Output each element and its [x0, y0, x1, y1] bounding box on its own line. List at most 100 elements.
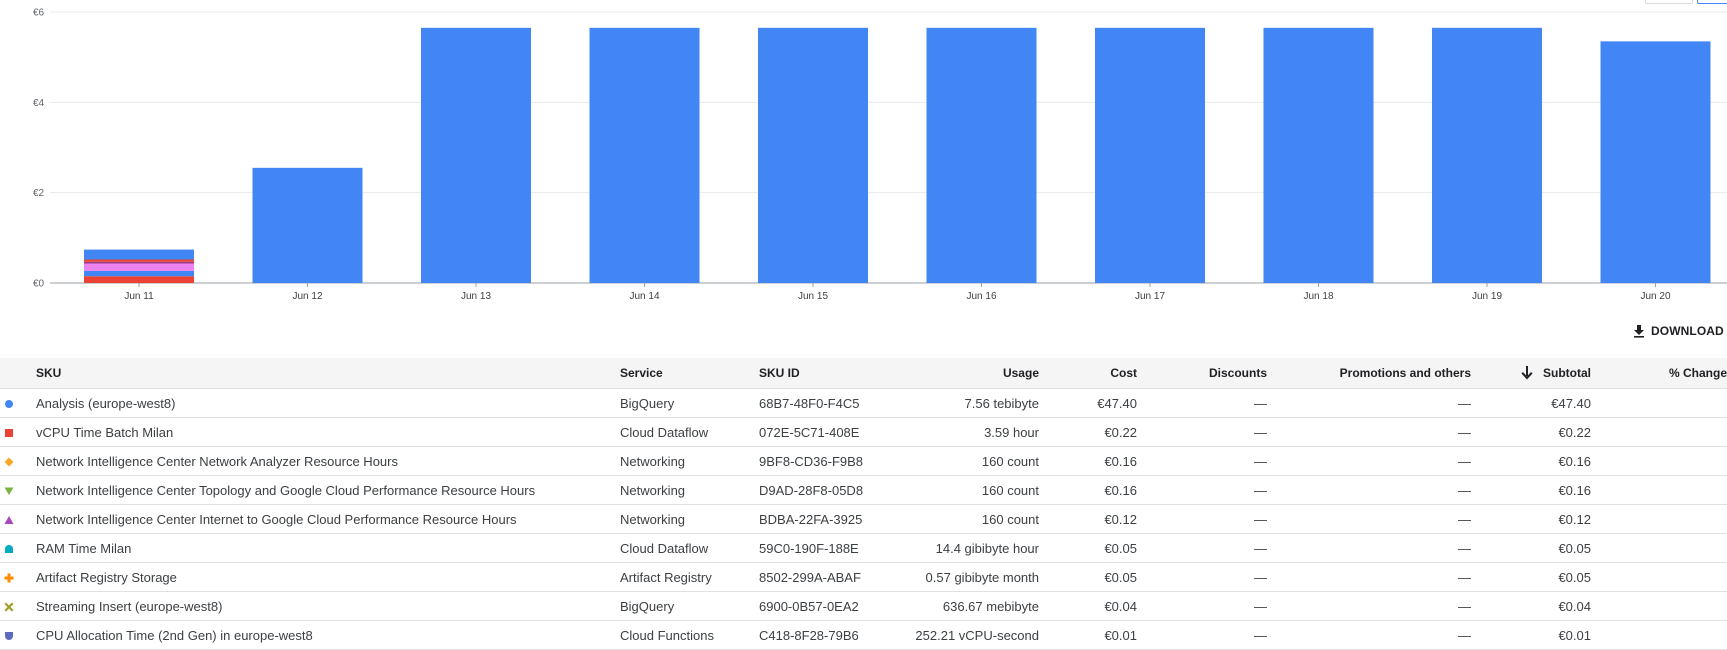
bar-segment: [589, 27, 700, 283]
table-row[interactable]: RAM Time Milan Cloud Dataflow 59C0-190F-18…: [0, 533, 1727, 563]
sku-id-cell: BDBA-22FA-3925: [759, 504, 899, 534]
table-row[interactable]: vCPU Time Batch Milan Cloud Dataflow 072E-…: [0, 417, 1727, 447]
discounts-cell: —: [1137, 620, 1267, 650]
cost-cell: €0.22: [1039, 417, 1137, 447]
x-tick-label: Jun 16: [966, 291, 996, 302]
sku-id-cell: 8502-299A-ABAF: [759, 562, 899, 592]
sku-id-cell: 59C0-190F-188E: [759, 533, 899, 563]
promotions-header[interactable]: Promotions and others: [1267, 358, 1471, 389]
y-tick-label: €6: [33, 8, 45, 19]
series-marker: [0, 446, 18, 476]
table-row[interactable]: Streaming Insert (europe-west8) BigQuery 6…: [0, 591, 1727, 621]
series-marker: [0, 475, 18, 505]
series-marker: [0, 562, 18, 592]
sku-cell: RAM Time Milan: [36, 533, 620, 563]
usage-cell: 160 count: [899, 475, 1039, 505]
x-tick-label: Jun 15: [798, 291, 828, 302]
cost-cell: €0.01: [1039, 620, 1137, 650]
usage-cell: 636.67 mebibyte: [899, 591, 1039, 621]
table-row[interactable]: Artifact Registry Storage Artifact Regist…: [0, 562, 1727, 592]
series-marker: [0, 504, 18, 534]
subtotal-cell: €0.16: [1471, 446, 1591, 476]
table-row[interactable]: CPU Allocation Time (2nd Gen) in europe-…: [0, 620, 1727, 650]
subtotal-cell: €0.01: [1471, 620, 1591, 650]
table-row[interactable]: Network Intelligence Center Topology and…: [0, 475, 1727, 505]
discounts-cell: —: [1137, 475, 1267, 505]
discounts-cell: —: [1137, 446, 1267, 476]
sku-cell: Network Intelligence Center Topology and…: [36, 475, 620, 505]
sku-cell: CPU Allocation Time (2nd Gen) in europe-…: [36, 620, 620, 650]
y-tick-label: €2: [33, 188, 45, 199]
service-cell: Artifact Registry: [620, 562, 759, 592]
usage-cell: 0.57 gibibyte month: [899, 562, 1039, 592]
x-tick-label: Jun 13: [461, 291, 491, 302]
subtotal-cell: €0.05: [1471, 562, 1591, 592]
promotions-cell: —: [1267, 504, 1471, 534]
series-marker: [0, 591, 18, 621]
change-cell: [1591, 446, 1727, 476]
discounts-cell: —: [1137, 388, 1267, 418]
download-button[interactable]: DOWNLOAD: [1632, 320, 1724, 342]
sku-header[interactable]: SKU: [36, 358, 620, 389]
table-row[interactable]: Network Intelligence Center Internet to …: [0, 504, 1727, 534]
sku-id-header[interactable]: SKU ID: [759, 358, 899, 389]
usage-header[interactable]: Usage: [899, 358, 1039, 389]
chart-control-box-active[interactable]: [1697, 0, 1727, 4]
x-tick-label: Jun 20: [1640, 291, 1670, 302]
circle-marker-icon: [5, 400, 13, 409]
table-row[interactable]: Analysis (europe-west8) BigQuery 68B7-48F0…: [0, 388, 1727, 418]
subtotal-cell: €0.12: [1471, 504, 1591, 534]
change-cell: [1591, 562, 1727, 592]
change-cell: [1591, 620, 1727, 650]
cost-cell: €0.16: [1039, 446, 1137, 476]
dome-marker-icon: [5, 545, 13, 554]
triangle-up-marker-icon: [4, 516, 14, 525]
spacer-cell: [18, 504, 36, 534]
usage-cell: 7.56 tebibyte: [899, 388, 1039, 418]
bar-segment: [1432, 27, 1542, 283]
x-tick-label: Jun 19: [1472, 291, 1502, 302]
table-row[interactable]: Network Intelligence Center Network Anal…: [0, 446, 1727, 476]
service-cell: BigQuery: [620, 388, 759, 418]
subtotal-header[interactable]: Subtotal: [1471, 358, 1591, 389]
promotions-cell: —: [1267, 388, 1471, 418]
marker-header: [0, 358, 18, 389]
sku-cell: Artifact Registry Storage: [36, 562, 620, 592]
usage-cell: 14.4 gibibyte hour: [899, 533, 1039, 563]
sort-arrow-down-icon[interactable]: [1521, 366, 1533, 380]
bar-segment: [84, 270, 194, 277]
x-tick-label: Jun 18: [1303, 291, 1333, 302]
discounts-cell: —: [1137, 533, 1267, 563]
y-tick-label: €0: [33, 279, 45, 290]
change-header[interactable]: % Change: [1591, 358, 1727, 389]
service-header[interactable]: Service: [620, 358, 759, 389]
promotions-cell: —: [1267, 562, 1471, 592]
usage-cell: 252.21 vCPU-second: [899, 620, 1039, 650]
sku-id-cell: 072E-5C71-408E: [759, 417, 899, 447]
download-label: DOWNLOAD: [1651, 324, 1724, 338]
cost-header[interactable]: Cost: [1039, 358, 1137, 389]
service-cell: Networking: [620, 504, 759, 534]
spacer-cell: [18, 591, 36, 621]
x-tick-label: Jun 17: [1135, 291, 1165, 302]
subtotal-header-label: Subtotal: [1543, 365, 1591, 380]
discounts-header[interactable]: Discounts: [1137, 358, 1267, 389]
plus-marker-icon: [4, 573, 14, 583]
series-marker: [0, 388, 18, 418]
sku-id-cell: 9BF8-CD36-F9B8: [759, 446, 899, 476]
x-tick-label: Jun 11: [124, 291, 154, 302]
sku-cell: Streaming Insert (europe-west8): [36, 591, 620, 621]
service-cell: Networking: [620, 475, 759, 505]
series-marker: [0, 620, 18, 650]
service-cell: Networking: [620, 446, 759, 476]
spacer-cell: [18, 562, 36, 592]
sku-cell: Network Intelligence Center Network Anal…: [36, 446, 620, 476]
sku-cell: vCPU Time Batch Milan: [36, 417, 620, 447]
chart-control-box[interactable]: [1645, 0, 1693, 4]
change-cell: [1591, 591, 1727, 621]
cost-cell: €0.16: [1039, 475, 1137, 505]
series-marker: [0, 417, 18, 447]
usage-cell: 160 count: [899, 504, 1039, 534]
spacer-cell: [18, 533, 36, 563]
spacer-cell: [18, 388, 36, 418]
